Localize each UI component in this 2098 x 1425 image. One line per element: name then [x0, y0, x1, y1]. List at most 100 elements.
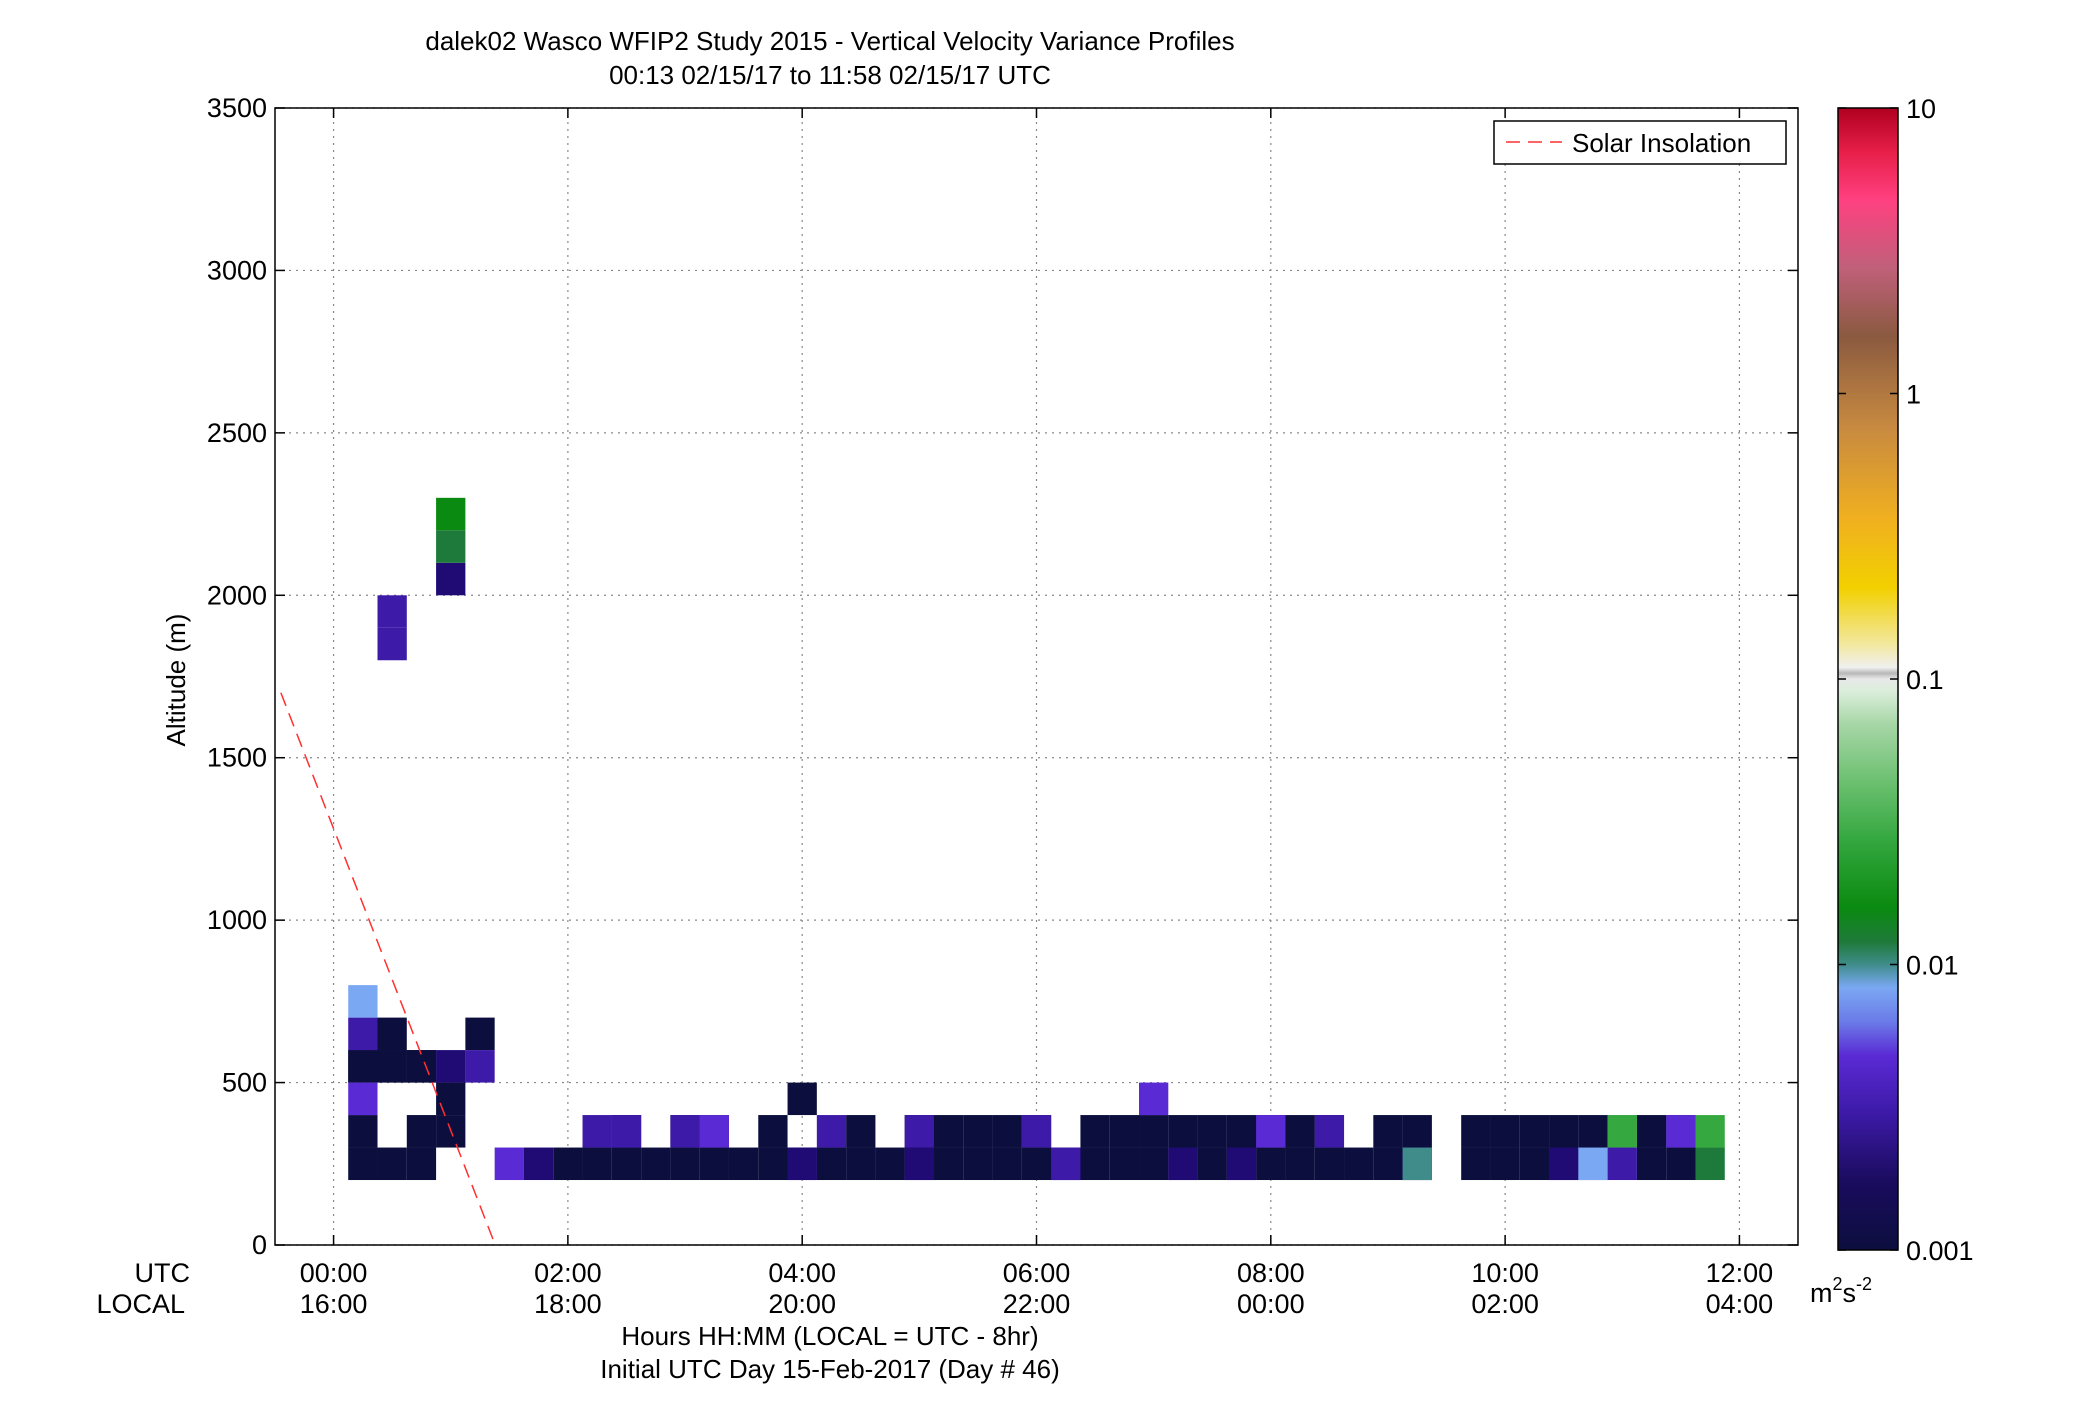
y-tick-label: 2500: [207, 418, 267, 448]
heatmap-cell: [1636, 1115, 1667, 1148]
x-axis-label-line1: Hours HH:MM (LOCAL = UTC - 8hr): [621, 1321, 1038, 1351]
heatmap-cell: [582, 1115, 612, 1148]
heatmap-cell: [641, 1147, 671, 1181]
heatmap-cell: [406, 1147, 437, 1181]
heatmap-cell: [1636, 1147, 1667, 1181]
local-row-label: LOCAL: [96, 1289, 185, 1319]
heatmap-cell: [1226, 1147, 1257, 1181]
heatmap-cell: [377, 1050, 407, 1083]
heatmap-cell: [1080, 1115, 1110, 1148]
heatmap-cell: [1578, 1147, 1608, 1181]
heatmap-cell: [1109, 1147, 1140, 1181]
legend-box: Solar Insolation: [1493, 120, 1787, 165]
heatmap-cell: [1197, 1115, 1227, 1148]
heatmap-cell: [1285, 1147, 1315, 1181]
x-tick-label-utc: 00:00: [300, 1258, 368, 1288]
heatmap-cell: [348, 985, 378, 1018]
heatmap-cell: [1402, 1115, 1432, 1148]
heatmap-cell: [436, 1082, 466, 1116]
y-tick-label: 0: [252, 1230, 267, 1260]
y-axis-label: Altitude (m): [161, 614, 191, 747]
legend-label: Solar Insolation: [1572, 128, 1751, 158]
heatmap-cell: [1168, 1115, 1198, 1148]
heatmap-cell: [992, 1115, 1022, 1148]
heatmap-cell: [904, 1147, 934, 1181]
colorbar-tick-label: 1: [1906, 380, 1921, 410]
grid-lines: [275, 107, 1798, 1246]
y-tick-label: 3500: [207, 93, 267, 123]
heatmap-cell: [758, 1147, 788, 1181]
y-tick-label: 1500: [207, 743, 267, 773]
x-axis-label-line2: Initial UTC Day 15-Feb-2017 (Day # 46): [600, 1354, 1060, 1384]
heatmap-cell: [670, 1115, 700, 1148]
heatmap-cell: [348, 1115, 378, 1148]
heatmap-cell: [377, 627, 407, 661]
heatmap-cell: [1139, 1115, 1169, 1148]
heatmap-cell: [787, 1147, 817, 1181]
heatmap-cell: [963, 1115, 993, 1148]
heatmap-cells: [348, 497, 1725, 1181]
heatmap-cell: [1695, 1147, 1725, 1181]
chart-title-line1: dalek02 Wasco WFIP2 Study 2015 - Vertica…: [425, 26, 1234, 56]
heatmap-cell: [1314, 1115, 1345, 1148]
heatmap-cell: [758, 1115, 788, 1148]
axis-ticks: 050010001500200025003000350000:0016:0002…: [207, 93, 1798, 1319]
x-tick-label-utc: 02:00: [534, 1258, 602, 1288]
heatmap-cell: [1549, 1147, 1579, 1181]
heatmap-cell: [436, 497, 466, 531]
heatmap-cell: [1109, 1115, 1140, 1148]
chart-title-line2: 00:13 02/15/17 to 11:58 02/15/17 UTC: [609, 60, 1051, 90]
heatmap-cell: [846, 1147, 876, 1181]
heatmap-cell: [1021, 1147, 1052, 1181]
colorbar-gradient: [1837, 107, 1899, 1251]
x-tick-label-utc: 06:00: [1003, 1258, 1071, 1288]
heatmap-cell: [348, 1017, 378, 1051]
x-tick-label-utc: 12:00: [1706, 1258, 1774, 1288]
heatmap-cell: [1256, 1147, 1286, 1181]
heatmap-cell: [1197, 1147, 1227, 1181]
heatmap-cell: [1607, 1115, 1637, 1148]
x-tick-label-local: 16:00: [300, 1289, 368, 1319]
heatmap-cell: [1139, 1082, 1169, 1116]
heatmap-cell: [1051, 1147, 1081, 1181]
heatmap-cell: [1021, 1115, 1052, 1148]
heatmap-cell: [1373, 1115, 1403, 1148]
solar-insolation-line: [280, 692, 496, 1246]
heatmap-cell: [1519, 1115, 1550, 1148]
heatmap-cell: [1607, 1147, 1637, 1181]
heatmap-cell: [1490, 1115, 1520, 1148]
heatmap-cell: [1168, 1147, 1198, 1181]
heatmap-cell: [699, 1115, 729, 1148]
heatmap-cell: [465, 1050, 495, 1083]
heatmap-cell: [377, 1147, 407, 1181]
colorbar: 0.001 0.01 0.1 1 10: [1837, 94, 1974, 1266]
heatmap-cell: [933, 1147, 964, 1181]
x-tick-label-local: 18:00: [534, 1289, 602, 1319]
heatmap-cell: [1519, 1147, 1550, 1181]
x-tick-label-utc: 10:00: [1471, 1258, 1539, 1288]
heatmap-cell: [523, 1147, 554, 1181]
x-tick-label-local: 02:00: [1471, 1289, 1539, 1319]
x-tick-label-local: 04:00: [1706, 1289, 1774, 1319]
heatmap-cell: [377, 1017, 407, 1051]
x-tick-label-local: 20:00: [768, 1289, 836, 1319]
y-tick-label: 2000: [207, 580, 267, 610]
heatmap-cell: [904, 1115, 934, 1148]
heatmap-cell: [1695, 1115, 1725, 1148]
colorbar-unit: m2s-2: [1810, 1274, 1872, 1308]
heatmap-cell: [1666, 1115, 1696, 1148]
heatmap-cell: [1373, 1147, 1403, 1181]
heatmap-cell: [436, 1050, 466, 1083]
heatmap-cell: [670, 1147, 700, 1181]
heatmap-cell: [553, 1147, 583, 1181]
heatmap-cell: [1549, 1115, 1579, 1148]
heatmap-cell: [436, 530, 466, 563]
heatmap-cell: [1344, 1147, 1374, 1181]
y-tick-label: 500: [222, 1068, 267, 1098]
heatmap-cell: [406, 1115, 437, 1148]
heatmap-cell: [465, 1017, 495, 1051]
heatmap-cell: [963, 1147, 993, 1181]
heatmap-cell: [582, 1147, 612, 1181]
heatmap-cell: [611, 1147, 642, 1181]
